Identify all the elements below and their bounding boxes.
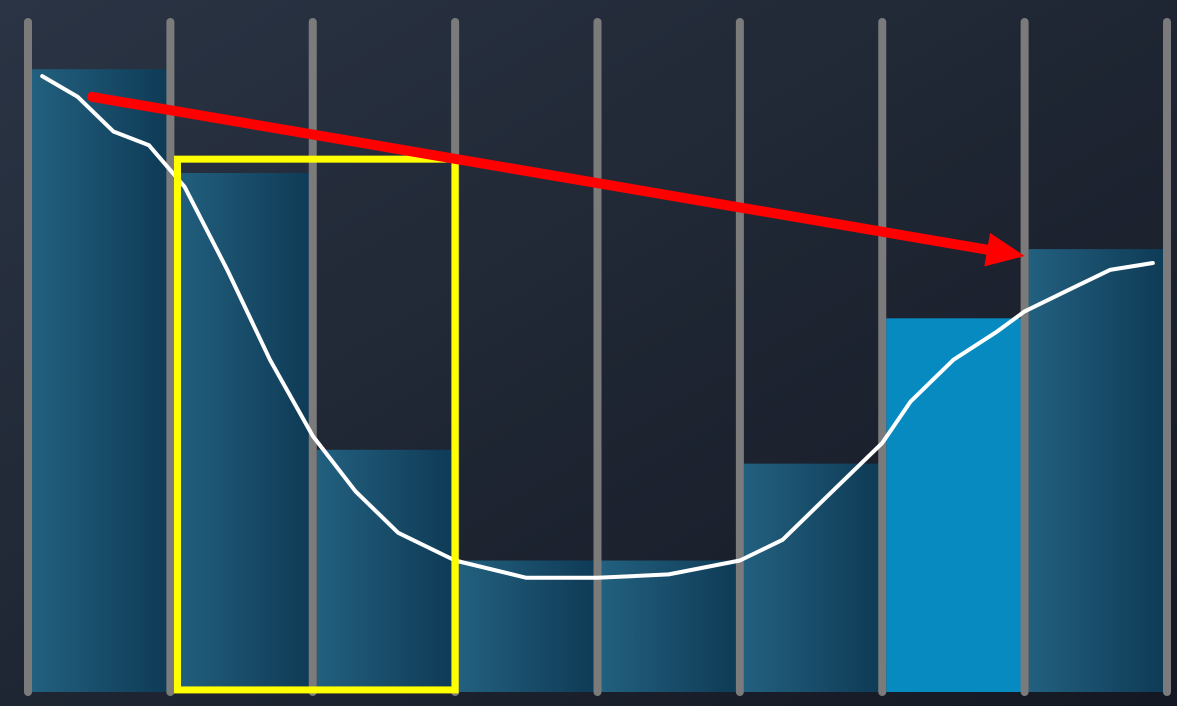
bar-1 (32, 69, 171, 692)
bar-6 (743, 463, 883, 692)
arrow-head (984, 232, 1025, 267)
arrow-shaft (87, 91, 993, 255)
highlight-box (173, 155, 459, 694)
bar-4 (459, 560, 598, 692)
bar-5 (601, 560, 740, 692)
bar-7 (886, 318, 1025, 692)
curve-layer (40, 74, 1155, 580)
bar-3 (316, 449, 456, 692)
trend-curve (40, 74, 1155, 580)
bar-8 (1028, 249, 1167, 692)
annotations-group (87, 91, 1025, 694)
bars-group (32, 69, 1167, 692)
bar-2 (174, 173, 313, 692)
